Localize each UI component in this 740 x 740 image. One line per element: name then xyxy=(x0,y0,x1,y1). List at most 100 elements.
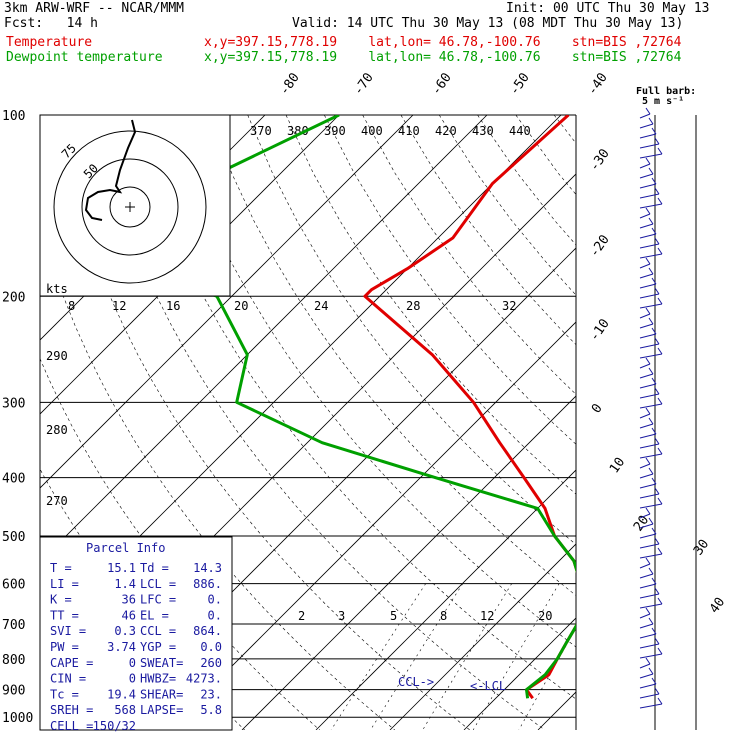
pressure-tick-label: 600 xyxy=(2,578,25,593)
mixing-ratio-label: 20 xyxy=(538,609,552,623)
isotherm-label: 40 xyxy=(707,595,728,616)
isotherm xyxy=(40,115,488,563)
init-time: Init: 00 UTC Thu 30 May 13 xyxy=(506,1,710,16)
wind-barb xyxy=(639,263,651,269)
wind-barb xyxy=(639,233,657,239)
parcel-info-cell: 4273. xyxy=(186,672,222,686)
wind-barb xyxy=(639,153,663,159)
forecast-hour: Fcst: 14 h xyxy=(4,16,98,31)
parcel-info-cell: SHEAR= xyxy=(140,687,183,701)
parcel-info-cell: LCL = xyxy=(140,577,176,591)
wind-barb xyxy=(639,163,651,169)
wind-barb xyxy=(639,433,657,439)
wind-barb xyxy=(639,343,660,349)
theta-e-label: 400 xyxy=(361,124,383,138)
pressure-tick-label: 200 xyxy=(2,290,25,305)
parcel-info-cell: SWEAT= xyxy=(140,656,183,670)
parcel-info-title: Parcel Info xyxy=(86,541,165,555)
wind-barb xyxy=(639,183,657,189)
mixing-ratio-label: 3 xyxy=(338,609,345,623)
pressure-tick-label: 500 xyxy=(2,530,25,545)
wind-barb xyxy=(639,603,663,609)
theta-e-label: 390 xyxy=(324,124,346,138)
parcel-info-cell: 0. xyxy=(208,593,222,607)
hodograph-ring xyxy=(81,158,179,256)
wind-barb xyxy=(639,253,663,259)
dry-adiabat xyxy=(362,115,576,395)
upper-mixing-label: 24 xyxy=(314,299,328,313)
wind-barb xyxy=(639,453,663,459)
dewpoint-location: x,y=397.15,778.19 lat,lon= 46.78,-100.76… xyxy=(204,50,682,65)
wind-barb xyxy=(639,333,657,339)
dry-adiabat-label: 280 xyxy=(46,423,68,437)
isotherm-label: 20 xyxy=(631,513,652,534)
isotherm-label: 10 xyxy=(607,455,628,476)
mixing-ratio-label: 8 xyxy=(440,609,447,623)
dry-adiabat xyxy=(553,115,576,144)
mixing-ratio-line xyxy=(472,583,560,730)
isotherm-label: -60 xyxy=(429,70,455,98)
mixing-ratio-line xyxy=(370,583,464,730)
isotherm xyxy=(686,115,740,730)
dewpoint-legend: Dewpoint temperature xyxy=(6,50,163,65)
isotherm-label: 30 xyxy=(691,537,712,558)
dry-adiabat xyxy=(94,115,545,730)
parcel-info-cell: LFC = xyxy=(140,593,176,607)
parcel-info-cell: 0.0 xyxy=(200,640,222,654)
wind-barb xyxy=(639,313,651,319)
parcel-info-cell: SREH = xyxy=(50,703,93,717)
isotherm-label: -80 xyxy=(277,70,303,98)
pressure-tick-label: 300 xyxy=(2,396,25,411)
isotherm-label: -20 xyxy=(587,232,613,260)
isotherm xyxy=(167,321,576,730)
parcel-info-cell: 3.74 xyxy=(107,640,136,654)
wind-barb xyxy=(639,583,657,589)
dry-adiabat xyxy=(477,115,576,246)
parcel-info-cell: 23. xyxy=(200,687,222,701)
theta-e-label: 430 xyxy=(472,124,494,138)
dry-adiabat xyxy=(132,115,576,700)
parcel-info-cell: Td = xyxy=(140,561,169,575)
theta-e-label: 410 xyxy=(398,124,420,138)
upper-mixing-label: 28 xyxy=(406,299,420,313)
hodograph-ring xyxy=(53,130,207,284)
parcel-info-cell: T = xyxy=(50,561,72,575)
mixing-ratio-label: 5 xyxy=(390,609,397,623)
dry-adiabat xyxy=(324,115,576,445)
wind-barb xyxy=(639,293,660,299)
wind-barb xyxy=(639,323,654,329)
wind-barbs xyxy=(639,107,697,730)
parcel-info-cell: 0. xyxy=(208,608,222,622)
parcel-info-cell: LI = xyxy=(50,577,79,591)
dry-adiabat xyxy=(592,115,740,730)
mixing-ratio-line xyxy=(422,583,512,730)
hodograph: 50 75 kts xyxy=(39,114,231,297)
dry-adiabat-label: 270 xyxy=(46,494,68,508)
parcel-info-cell: 0 xyxy=(129,672,136,686)
pressure-tick-label: 100 xyxy=(2,109,25,124)
dry-adiabat xyxy=(285,115,576,495)
wind-barb xyxy=(639,663,651,669)
isotherm-label: -70 xyxy=(351,70,377,98)
wind-barb xyxy=(639,283,657,289)
wind-barb xyxy=(639,173,654,179)
parcel-info-cell: CCL = xyxy=(140,624,176,638)
wind-barb xyxy=(639,383,657,389)
valid-time: Valid: 14 UTC Thu 30 May 13 (08 MDT Thu … xyxy=(292,16,684,31)
wind-barb xyxy=(639,503,663,509)
parcel-info-cell: Tc = xyxy=(50,687,79,701)
wind-barb xyxy=(639,393,660,399)
parcel-info-cell: CAPE = xyxy=(50,656,93,670)
theta-e-label: 420 xyxy=(435,124,457,138)
wind-barb xyxy=(639,213,651,219)
temperature-location: x,y=397.15,778.19 lat,lon= 46.78,-100.76… xyxy=(204,35,682,50)
wind-barb xyxy=(639,493,660,499)
pressure-tick-label: 800 xyxy=(2,653,25,668)
barb-key-units: 5 m s⁻¹ xyxy=(642,96,684,107)
parcel-info-cell: 15.1 xyxy=(107,561,136,575)
parcel-info-cell: EL = xyxy=(140,608,169,622)
parcel-info-cell: 886. xyxy=(193,577,222,591)
barb-key-label: Full barb: xyxy=(636,86,696,97)
wind-barb xyxy=(639,643,660,649)
